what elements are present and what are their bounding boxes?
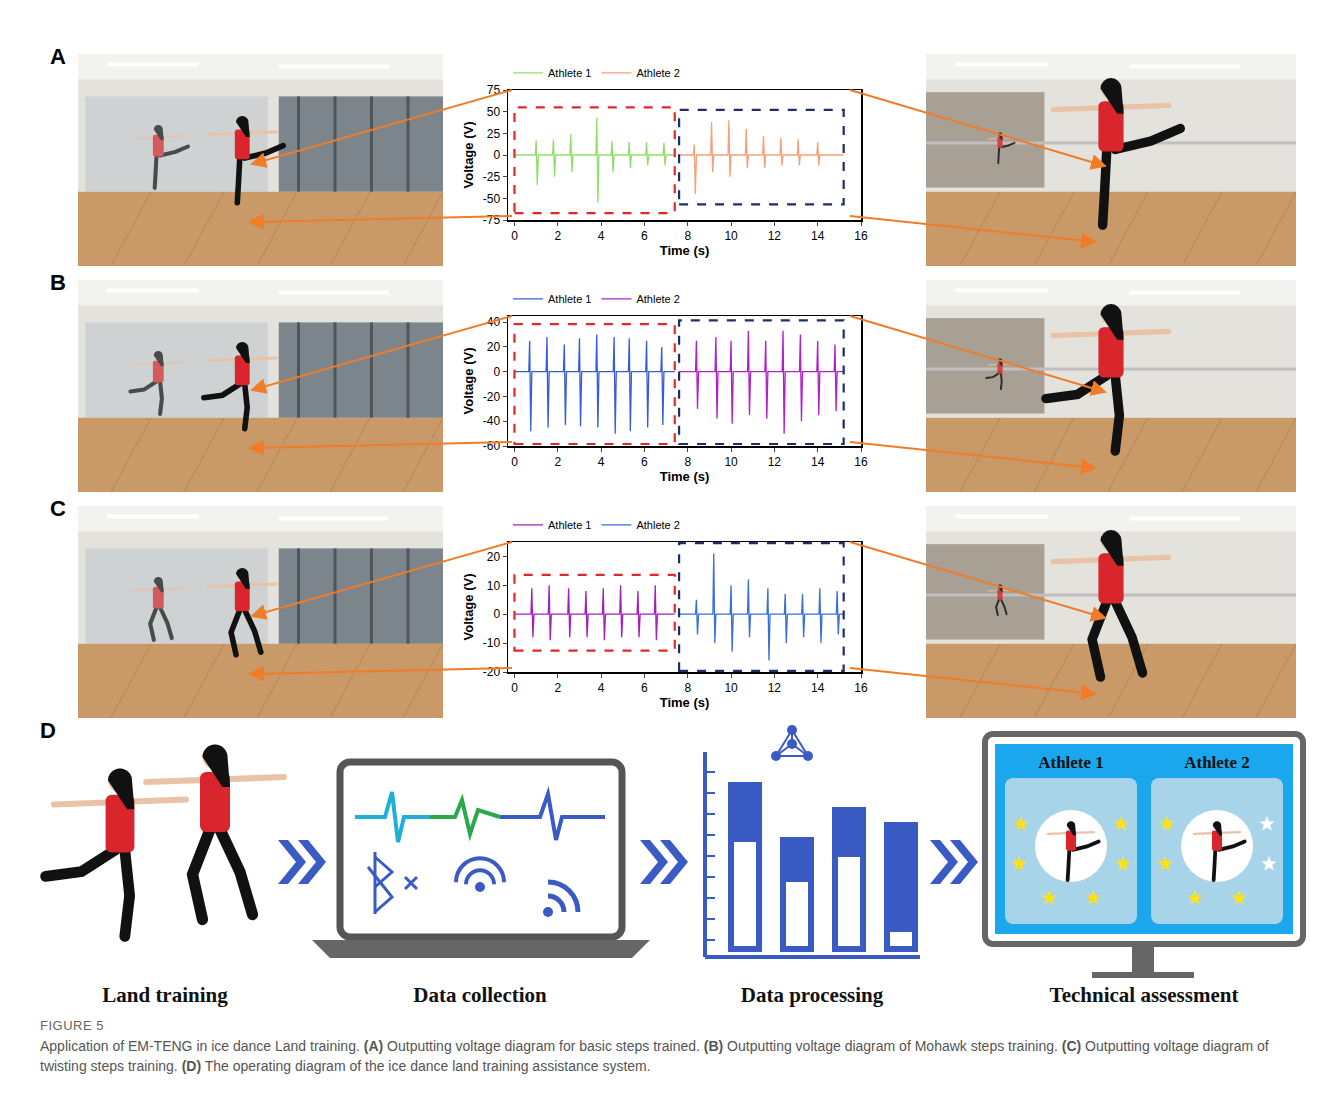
svg-text:75: 75 xyxy=(487,83,501,97)
html-text:A: A xyxy=(50,44,66,69)
svg-text:6: 6 xyxy=(641,681,648,695)
svg-text:10: 10 xyxy=(724,681,738,695)
svg-text:-10: -10 xyxy=(483,636,501,650)
svg-text:6: 6 xyxy=(641,229,648,243)
svg-text:14: 14 xyxy=(811,229,825,243)
svg-text:50: 50 xyxy=(487,105,501,119)
svg-text:20: 20 xyxy=(487,550,501,564)
svg-text:Athlete 1: Athlete 1 xyxy=(548,293,591,305)
svg-text:Athlete 2: Athlete 2 xyxy=(1184,753,1250,772)
svg-text:25: 25 xyxy=(487,127,501,141)
svg-text:6: 6 xyxy=(641,455,648,469)
svg-text:8: 8 xyxy=(684,229,691,243)
svg-text:Voltage (V): Voltage (V) xyxy=(461,348,476,415)
svg-text:Athlete 1: Athlete 1 xyxy=(548,67,591,79)
svg-text:Athlete 2: Athlete 2 xyxy=(636,67,679,79)
svg-text:4: 4 xyxy=(598,455,605,469)
svg-text:14: 14 xyxy=(811,681,825,695)
svg-text:Time (s): Time (s) xyxy=(660,469,710,484)
svg-text:0: 0 xyxy=(493,148,500,162)
svg-text:0: 0 xyxy=(493,365,500,379)
html-text:FIGURE 5: FIGURE 5 xyxy=(40,1018,104,1033)
html-text:D: D xyxy=(40,718,56,743)
svg-text:16: 16 xyxy=(854,681,868,695)
svg-text:0: 0 xyxy=(511,229,518,243)
svg-text:-40: -40 xyxy=(483,414,501,428)
svg-text:12: 12 xyxy=(768,229,782,243)
svg-text:0: 0 xyxy=(511,681,518,695)
svg-text:Athlete 1: Athlete 1 xyxy=(1038,753,1104,772)
svg-text:-20: -20 xyxy=(483,665,501,679)
svg-text:-75: -75 xyxy=(483,213,501,227)
html-text:C: C xyxy=(50,496,66,521)
svg-text:2: 2 xyxy=(554,455,561,469)
svg-text:Time (s): Time (s) xyxy=(660,243,710,258)
svg-text:Athlete 1: Athlete 1 xyxy=(548,519,591,531)
svg-text:4: 4 xyxy=(598,229,605,243)
svg-text:16: 16 xyxy=(854,229,868,243)
svg-text:Technical assessment: Technical assessment xyxy=(1050,983,1239,1007)
svg-text:14: 14 xyxy=(811,455,825,469)
svg-text:Voltage (V): Voltage (V) xyxy=(461,122,476,189)
svg-text:2: 2 xyxy=(554,681,561,695)
svg-text:Athlete 2: Athlete 2 xyxy=(636,293,679,305)
html-text:B: B xyxy=(50,270,66,295)
svg-text:16: 16 xyxy=(854,455,868,469)
svg-text:-20: -20 xyxy=(483,390,501,404)
svg-text:Data collection: Data collection xyxy=(413,983,547,1007)
svg-text:2: 2 xyxy=(554,229,561,243)
html-text:Application of EM-TENG in ice: Application of EM-TENG in ice dance Land… xyxy=(40,1038,1269,1074)
svg-text:12: 12 xyxy=(768,455,782,469)
svg-text:20: 20 xyxy=(487,340,501,354)
svg-text:Voltage (V): Voltage (V) xyxy=(461,574,476,641)
svg-text:10: 10 xyxy=(487,579,501,593)
svg-text:40: 40 xyxy=(487,315,501,329)
svg-text:8: 8 xyxy=(684,455,691,469)
svg-text:10: 10 xyxy=(724,229,738,243)
svg-text:4: 4 xyxy=(598,681,605,695)
svg-text:-25: -25 xyxy=(483,170,501,184)
svg-text:Data processing: Data processing xyxy=(741,983,884,1007)
svg-text:0: 0 xyxy=(511,455,518,469)
svg-text:-50: -50 xyxy=(483,192,501,206)
svg-text:Time (s): Time (s) xyxy=(660,695,710,710)
svg-text:-60: -60 xyxy=(483,439,501,453)
svg-text:Land training: Land training xyxy=(102,983,228,1007)
svg-text:12: 12 xyxy=(768,681,782,695)
svg-text:10: 10 xyxy=(724,455,738,469)
svg-text:Athlete 2: Athlete 2 xyxy=(636,519,679,531)
svg-text:0: 0 xyxy=(493,607,500,621)
svg-text:8: 8 xyxy=(684,681,691,695)
